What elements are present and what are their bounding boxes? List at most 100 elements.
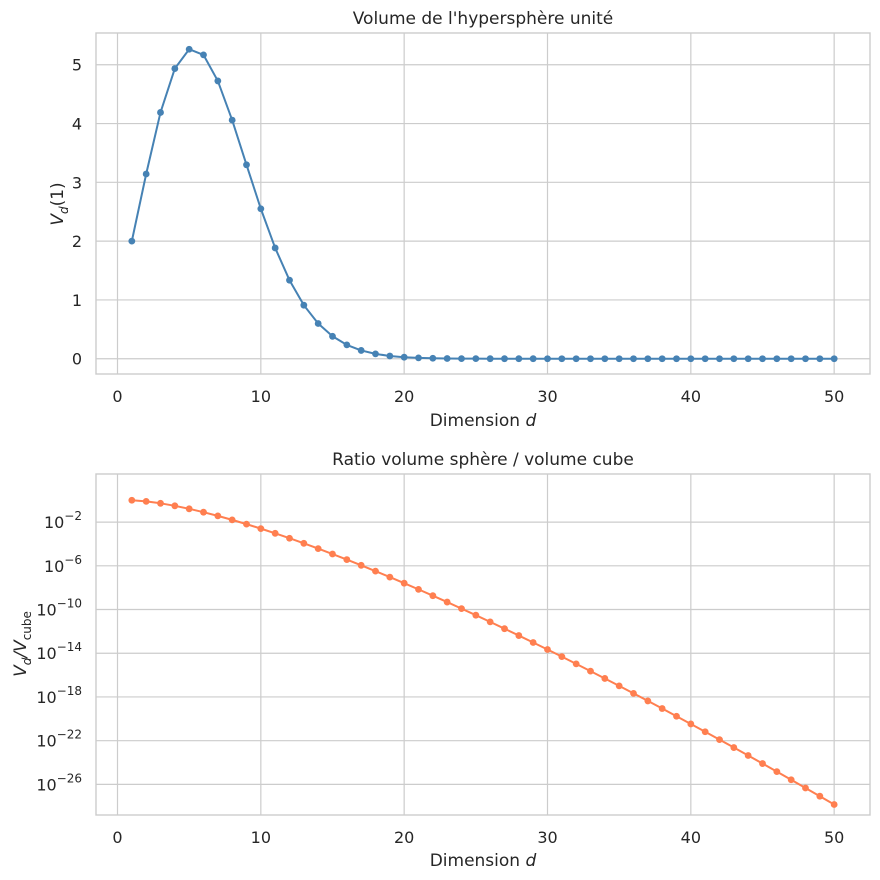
data-point: [400, 353, 408, 361]
data-point: [458, 355, 465, 363]
data-point: [157, 109, 164, 116]
data-point: [802, 355, 809, 363]
data-point: [787, 776, 795, 784]
data-point: [128, 237, 136, 245]
data-point: [630, 689, 637, 697]
data-point: [544, 646, 551, 653]
data-point: [658, 355, 666, 363]
ratio-chart: Ratio volume sphère / volume cube 0 10 20 3…: [11, 450, 871, 871]
data-point: [472, 355, 480, 363]
x-tick-label: 30: [537, 387, 557, 406]
volume-x-axis-label: Dimension d: [430, 411, 537, 431]
x-tick-label: 50: [824, 387, 844, 406]
y-tick-label: 10−18: [36, 684, 82, 707]
volume-chart-grid: [96, 33, 870, 374]
data-point: [544, 355, 551, 363]
data-point: [601, 355, 609, 363]
data-point: [257, 525, 265, 533]
volume-chart-frame: [95, 32, 871, 375]
data-point: [486, 618, 494, 626]
data-point: [314, 320, 322, 327]
x-tick-label: 0: [112, 828, 122, 847]
data-point: [830, 801, 838, 808]
data-point: [658, 705, 666, 712]
data-point: [128, 496, 136, 504]
volume-series: [130, 48, 835, 360]
ratio-x-axis-label: Dimension d: [430, 851, 537, 871]
data-point: [286, 534, 293, 542]
data-point: [601, 675, 609, 682]
data-point: [271, 244, 279, 252]
data-point: [587, 667, 594, 675]
data-point: [615, 682, 623, 690]
data-point: [271, 529, 279, 537]
volume-x-ticks: 0 10 20 30 40 50: [112, 387, 844, 406]
data-point: [386, 573, 394, 581]
ratio-chart-frame: [95, 473, 871, 816]
data-point: [515, 632, 523, 639]
data-point: [486, 355, 494, 363]
y-tick-label: 10−2: [44, 509, 82, 532]
data-point: [615, 355, 623, 363]
data-point: [744, 355, 752, 363]
ratio-points: [128, 496, 838, 808]
x-tick-label: 10: [251, 828, 271, 847]
data-point: [630, 355, 637, 363]
data-point: [501, 355, 508, 363]
ratio-chart-grid: [96, 474, 870, 815]
volume-chart: Volume de l'hypersphère unité 0 10 20 30 40 5…: [48, 9, 871, 431]
data-point: [787, 355, 795, 363]
x-tick-label: 20: [394, 387, 414, 406]
data-point: [429, 592, 437, 600]
ratio-y-ticks: 10−2 10−6 10−10 10−14 10−18 10−22 10−26: [36, 509, 82, 794]
y-tick-label: 5: [72, 56, 82, 75]
ratio-chart-title: Ratio volume sphère / volume cube: [332, 450, 634, 470]
y-tick-label: 1: [72, 291, 82, 310]
data-point: [415, 585, 422, 593]
data-point: [300, 301, 308, 309]
data-point: [558, 653, 566, 661]
data-point: [257, 205, 265, 213]
ratio-series: [131, 499, 835, 806]
data-point: [243, 520, 250, 528]
data-point: [701, 728, 709, 736]
x-tick-label: 0: [112, 387, 122, 406]
data-point: [185, 505, 193, 513]
data-point: [286, 276, 293, 284]
data-point: [472, 611, 480, 619]
volume-chart-title: Volume de l'hypersphère unité: [353, 9, 614, 29]
data-point: [314, 545, 322, 553]
data-point: [443, 355, 451, 362]
data-point: [529, 639, 537, 646]
data-point: [515, 355, 523, 363]
y-tick-label: 10−26: [36, 771, 82, 794]
data-point: [587, 355, 594, 363]
y-tick-label: 10−14: [36, 640, 82, 663]
data-point: [501, 625, 508, 633]
y-tick-label: 4: [72, 115, 82, 134]
x-tick-label: 10: [251, 387, 271, 406]
data-point: [458, 605, 465, 612]
data-point: [816, 355, 824, 363]
x-tick-label: 40: [681, 828, 701, 847]
data-point: [429, 354, 437, 362]
data-point: [572, 355, 580, 363]
y-tick-label: 10−6: [44, 553, 82, 576]
data-point: [759, 355, 766, 363]
series-line: [131, 499, 835, 806]
data-point: [730, 355, 738, 363]
series-line: [130, 48, 835, 360]
data-point: [300, 539, 308, 547]
data-point: [730, 744, 738, 751]
data-point: [185, 45, 193, 53]
data-point: [773, 355, 781, 363]
data-point: [386, 352, 394, 360]
data-point: [228, 116, 236, 124]
data-point: [343, 341, 351, 349]
volume-y-ticks: 0 1 2 3 4 5: [72, 56, 82, 369]
data-point: [673, 355, 680, 363]
x-tick-label: 40: [681, 387, 701, 406]
y-tick-label: 10−10: [36, 597, 82, 620]
data-point: [142, 497, 150, 505]
